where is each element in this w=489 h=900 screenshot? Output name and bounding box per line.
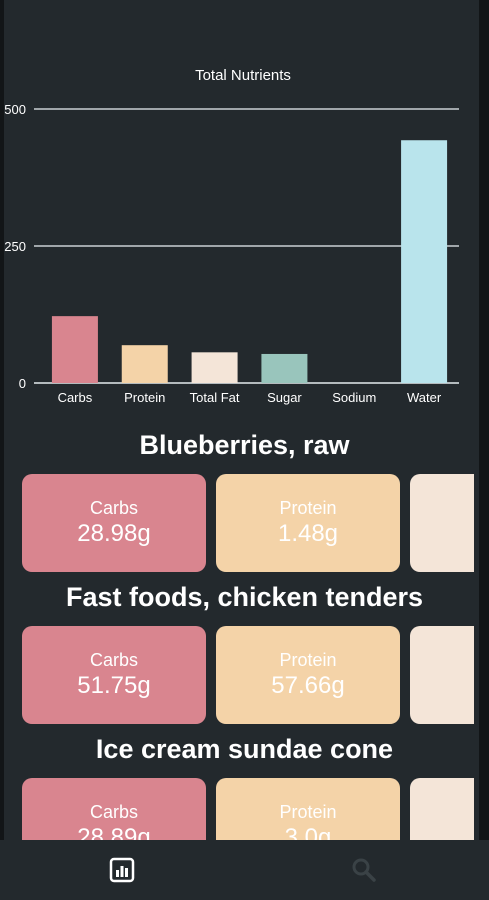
protein-card[interactable]: Protein 1.48g	[216, 474, 400, 572]
bar-protein	[121, 345, 168, 383]
protein-card[interactable]: Protein 3.0g	[216, 778, 400, 840]
card-label: Protein	[279, 650, 337, 670]
x-category-label: Water	[407, 390, 442, 405]
left-edge	[0, 0, 4, 900]
card-label: Carbs	[89, 650, 138, 670]
nav-search-button[interactable]	[350, 856, 378, 884]
card-value: (	[410, 520, 474, 548]
food-title: Fast foods, chicken tenders	[65, 582, 424, 612]
nutrient-card-row: Carbs 51.75g Protein 57.66g T 4	[22, 626, 474, 724]
bottom-navigation	[0, 840, 489, 900]
chart-grid	[34, 108, 459, 384]
bar-water	[401, 140, 448, 383]
y-tick-label: 250	[4, 239, 26, 254]
y-tick-label: 500	[4, 102, 26, 117]
card-label: Carbs	[89, 498, 138, 518]
carbs-card[interactable]: Carbs 51.75g	[22, 626, 206, 724]
x-category-label: Carbs	[58, 390, 93, 405]
card-label: Protein	[279, 802, 337, 822]
x-category-label: Sodium	[332, 390, 376, 405]
card-value: 1.48g	[277, 520, 339, 547]
total-fat-card[interactable]: T	[410, 778, 474, 840]
chart-title: Total Nutrients	[195, 67, 291, 84]
card-value: 4	[410, 672, 474, 700]
x-category-label: Sugar	[267, 390, 302, 405]
x-category-label: Protein	[124, 390, 165, 405]
protein-card[interactable]: Protein 57.66g	[216, 626, 400, 724]
search-icon	[352, 858, 376, 882]
chart-bars	[51, 140, 448, 383]
total-fat-card[interactable]: T 4	[410, 626, 474, 724]
carbs-card[interactable]: Carbs 28.89g	[22, 778, 206, 840]
food-title: Ice cream sundae cone	[95, 734, 394, 764]
card-label: T	[410, 802, 474, 823]
card-label: T	[410, 498, 474, 519]
total-fat-card[interactable]: T (	[410, 474, 474, 572]
carbs-card[interactable]: Carbs 28.98g	[22, 474, 206, 572]
y-tick-label: 0	[19, 376, 26, 391]
chart-y-ticks: 0 250 500	[4, 102, 26, 391]
card-label: T	[410, 650, 474, 671]
bar-total-fat	[191, 352, 238, 383]
chart-x-labels: Carbs Protein Total Fat Sugar Sodium Water	[58, 390, 442, 405]
card-value: 3.0g	[284, 824, 332, 840]
food-title: Blueberries, raw	[139, 430, 350, 460]
bar-carbs	[51, 316, 98, 383]
card-label: Carbs	[89, 802, 138, 822]
card-label: Protein	[279, 498, 337, 518]
bar-sugar	[261, 353, 308, 383]
bar-chart-icon	[109, 857, 135, 883]
card-value: 28.98g	[77, 520, 151, 547]
card-value: 51.75g	[77, 672, 151, 699]
total-nutrients-chart: Total Nutrients 0 250 500 Carbs Protein Tota…	[4, 67, 459, 405]
nutrient-card-row: Carbs 28.89g Protein 3.0g T	[22, 778, 474, 840]
x-category-label: Total Fat	[190, 390, 240, 405]
right-edge	[479, 0, 489, 900]
card-value: 57.66g	[271, 672, 345, 699]
card-value: 28.89g	[77, 824, 151, 840]
nav-chart-button[interactable]	[108, 856, 136, 884]
nutrient-card-row: Carbs 28.98g Protein 1.48g T (	[22, 474, 474, 572]
